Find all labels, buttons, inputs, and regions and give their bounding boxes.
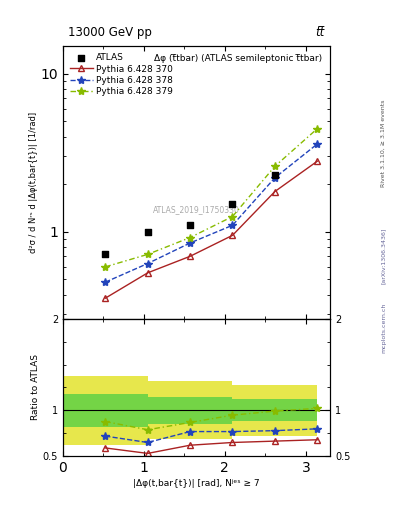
ATLAS bbox=[187, 221, 193, 229]
Pythia 6.428 370 bbox=[230, 232, 235, 239]
Line: Pythia 6.428 379: Pythia 6.428 379 bbox=[101, 124, 321, 271]
Pythia 6.428 378 bbox=[272, 175, 277, 181]
Y-axis label: Ratio to ATLAS: Ratio to ATLAS bbox=[31, 354, 40, 420]
Text: 13000 GeV pp: 13000 GeV pp bbox=[68, 26, 152, 39]
Pythia 6.428 379 bbox=[315, 125, 320, 132]
Text: tt̅: tt̅ bbox=[316, 26, 325, 39]
Text: ATLAS_2019_I1750330: ATLAS_2019_I1750330 bbox=[153, 205, 240, 215]
Pythia 6.428 379 bbox=[188, 234, 193, 241]
Pythia 6.428 378 bbox=[103, 279, 108, 285]
ATLAS bbox=[145, 228, 151, 236]
Pythia 6.428 370 bbox=[315, 158, 320, 164]
Pythia 6.428 379 bbox=[230, 214, 235, 220]
Text: [arXiv:1306.3436]: [arXiv:1306.3436] bbox=[381, 228, 386, 284]
Pythia 6.428 378 bbox=[188, 240, 193, 246]
Text: Rivet 3.1.10, ≥ 3.1M events: Rivet 3.1.10, ≥ 3.1M events bbox=[381, 100, 386, 187]
Pythia 6.428 379 bbox=[103, 264, 108, 270]
Pythia 6.428 379 bbox=[145, 251, 150, 258]
Pythia 6.428 370 bbox=[272, 188, 277, 195]
X-axis label: |Δφ(t,bar{t})| [rad], Nʲᵉˢ ≥ 7: |Δφ(t,bar{t})| [rad], Nʲᵉˢ ≥ 7 bbox=[133, 479, 260, 488]
Y-axis label: d²σ / d Nʳˢ d |Δφ(t,bar{t})| [1/rad]: d²σ / d Nʳˢ d |Δφ(t,bar{t})| [1/rad] bbox=[29, 112, 38, 253]
Legend: ATLAS, Pythia 6.428 370, Pythia 6.428 378, Pythia 6.428 379: ATLAS, Pythia 6.428 370, Pythia 6.428 37… bbox=[67, 51, 176, 99]
Line: Pythia 6.428 378: Pythia 6.428 378 bbox=[101, 140, 321, 286]
Pythia 6.428 378 bbox=[145, 261, 150, 267]
Text: mcplots.cern.ch: mcplots.cern.ch bbox=[381, 303, 386, 353]
Pythia 6.428 378 bbox=[315, 141, 320, 147]
ATLAS bbox=[230, 200, 236, 208]
Line: Pythia 6.428 370: Pythia 6.428 370 bbox=[102, 158, 321, 302]
ATLAS bbox=[102, 250, 108, 259]
Pythia 6.428 370 bbox=[103, 295, 108, 301]
Pythia 6.428 378 bbox=[230, 222, 235, 228]
Pythia 6.428 379 bbox=[272, 163, 277, 169]
Text: Δφ (t̅tbar) (ATLAS semileptonic t̅tbar): Δφ (t̅tbar) (ATLAS semileptonic t̅tbar) bbox=[154, 54, 322, 63]
ATLAS bbox=[272, 170, 278, 179]
Pythia 6.428 370 bbox=[145, 270, 150, 276]
Pythia 6.428 370 bbox=[188, 253, 193, 260]
